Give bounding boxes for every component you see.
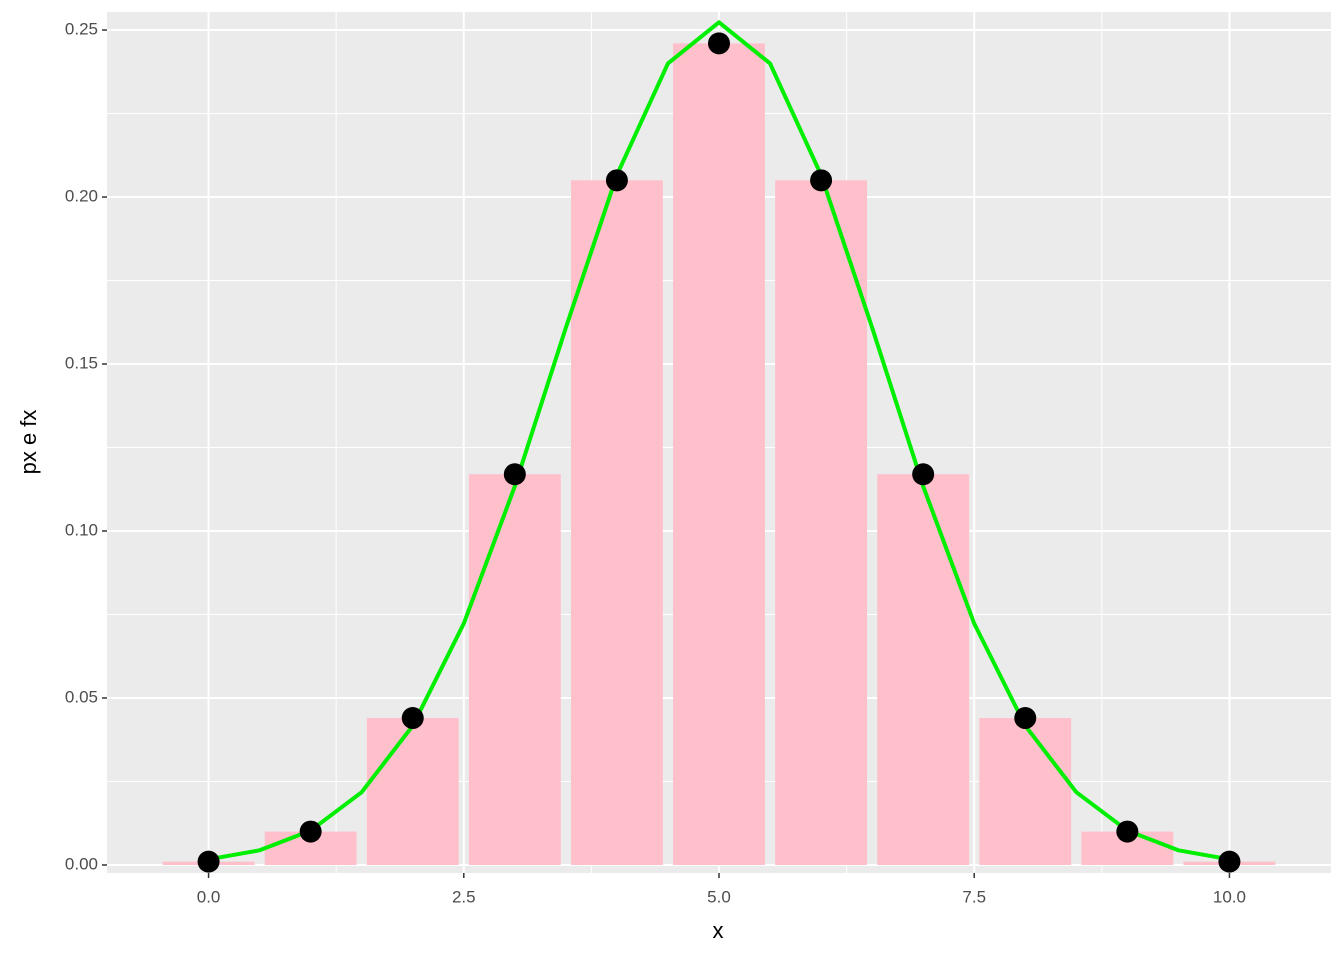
point <box>1116 820 1139 843</box>
point <box>912 463 935 486</box>
density-curve <box>208 20 1230 862</box>
bar <box>366 718 459 865</box>
point <box>503 463 526 486</box>
point <box>1218 850 1241 873</box>
bar <box>673 43 765 865</box>
bar <box>979 718 1072 865</box>
x-axis-title: x <box>713 918 724 943</box>
bar <box>570 180 663 865</box>
y-tick-label: 0.15 <box>65 353 98 372</box>
point <box>708 32 730 55</box>
y-tick-label: 0.10 <box>65 520 98 539</box>
point <box>1014 707 1037 730</box>
bar <box>877 474 970 865</box>
point <box>605 169 628 192</box>
point <box>299 820 322 843</box>
x-tick-label: 7.5 <box>962 887 986 906</box>
x-tick-label: 2.5 <box>452 887 476 906</box>
y-axis-title: px e fx <box>16 410 41 475</box>
y-tick-label: 0.25 <box>65 20 98 39</box>
x-tick-label: 5.0 <box>707 887 731 906</box>
y-tick-label: 0.20 <box>65 187 98 206</box>
point <box>197 850 220 873</box>
bar <box>468 474 561 865</box>
y-tick-label: 0.00 <box>65 854 98 873</box>
x-tick-label: 10.0 <box>1213 887 1246 906</box>
point <box>401 707 424 730</box>
x-tick-label: 0.0 <box>197 887 221 906</box>
point <box>810 169 833 192</box>
bar <box>775 180 868 865</box>
y-tick-label: 0.05 <box>65 687 98 706</box>
